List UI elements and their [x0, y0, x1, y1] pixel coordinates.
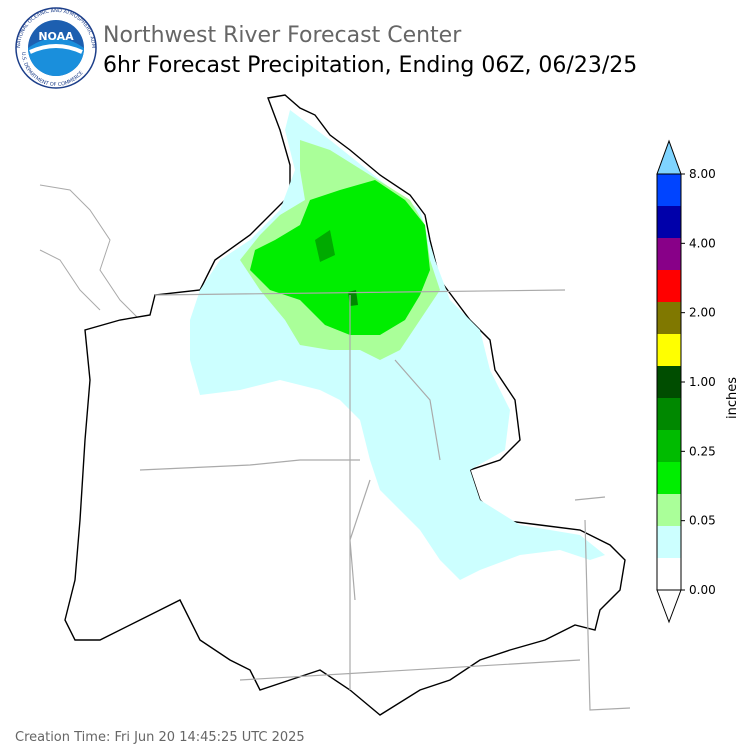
colorbar-tick-label: 4.00 [689, 236, 716, 250]
coastline [39, 184, 141, 321]
colorbar-segment [657, 238, 681, 270]
colorbar-segment [657, 558, 681, 590]
colorbar-segment [657, 206, 681, 238]
colorbar-tick-label: 2.00 [689, 306, 716, 320]
colorbar-tick-label: 8.00 [689, 167, 716, 181]
state-lines [139, 289, 631, 711]
colorbar-over [656, 139, 682, 175]
colorbar-segment [657, 334, 681, 366]
colorbar-segment [657, 430, 681, 462]
colorbar-segment [657, 462, 681, 494]
colorbar-tick-label: 1.00 [689, 375, 716, 389]
subtitle: 6hr Forecast Precipitation, Ending 06Z, … [103, 53, 637, 78]
colorbar-segment [657, 174, 681, 206]
colorbar-segment [657, 526, 681, 558]
colorbar-label: inches [725, 377, 740, 419]
colorbar-tick-label: 0.05 [689, 514, 716, 528]
colorbar: 0.00 0.05 0.25 1.00 2.00 4.00 8.00 inches [656, 139, 740, 624]
logo: NATIONAL OCEANIC AND ATMOSPHERIC ADMINIS… [0, 0, 97, 89]
colorbar-under [656, 589, 682, 624]
precip-0.25 [315, 230, 335, 262]
colorbar-segment [657, 366, 681, 398]
colorbar-segment [657, 398, 681, 430]
precip-0.10 [250, 180, 430, 335]
colorbar-segment [657, 270, 681, 302]
colorbar-segment [657, 302, 681, 334]
title: Northwest River Forecast Center [103, 23, 462, 48]
logo-text: NOAA [38, 30, 74, 43]
colorbar-tick-label: 0.25 [689, 444, 716, 458]
footer: Creation Time: Fri Jun 20 14:45:25 UTC 2… [15, 730, 305, 745]
map [39, 94, 631, 716]
colorbar-tick-label: 0.00 [689, 583, 716, 597]
colorbar-segment [657, 494, 681, 526]
